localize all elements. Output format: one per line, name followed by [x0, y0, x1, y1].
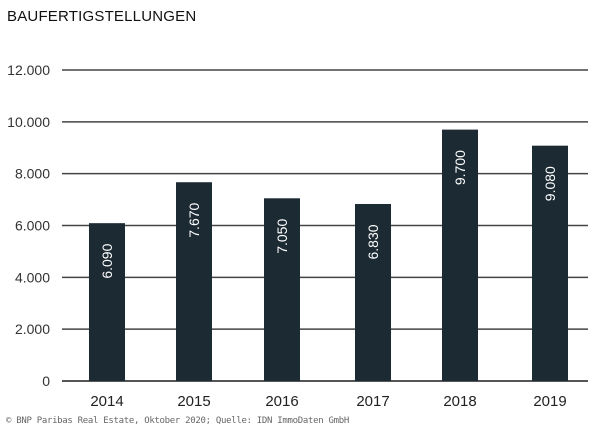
bar [532, 145, 568, 381]
data-label: 7.670 [186, 202, 202, 237]
y-tick-label: 0 [42, 373, 50, 389]
x-tick-label: 2015 [177, 393, 210, 410]
data-label: 7.050 [274, 219, 290, 254]
y-tick-label: 2.000 [15, 321, 50, 337]
bar [264, 198, 300, 381]
bar [355, 203, 391, 381]
y-tick-label: 10.000 [7, 114, 50, 130]
chart-title: BAUFERTIGSTELLUNGEN [7, 8, 197, 25]
y-tick-label: 6.000 [15, 218, 50, 234]
y-tick-label: 12.000 [7, 62, 50, 78]
data-label: 6.090 [99, 243, 115, 278]
data-label: 9.700 [452, 150, 468, 185]
bar [176, 182, 212, 381]
x-tick-label: 2014 [90, 393, 123, 410]
source-note: © BNP Paribas Real Estate, Oktober 2020;… [6, 416, 349, 426]
y-tick-label: 4.000 [15, 269, 50, 285]
x-tick-label: 2016 [265, 393, 298, 410]
x-tick-label: 2017 [356, 393, 389, 410]
bar [442, 129, 478, 381]
data-label: 9.080 [542, 166, 558, 201]
y-tick-label: 8.000 [15, 166, 50, 182]
x-tick-label: 2018 [443, 393, 476, 410]
data-label: 6.830 [365, 224, 381, 259]
bar [89, 223, 125, 381]
x-tick-label: 2019 [533, 393, 566, 410]
